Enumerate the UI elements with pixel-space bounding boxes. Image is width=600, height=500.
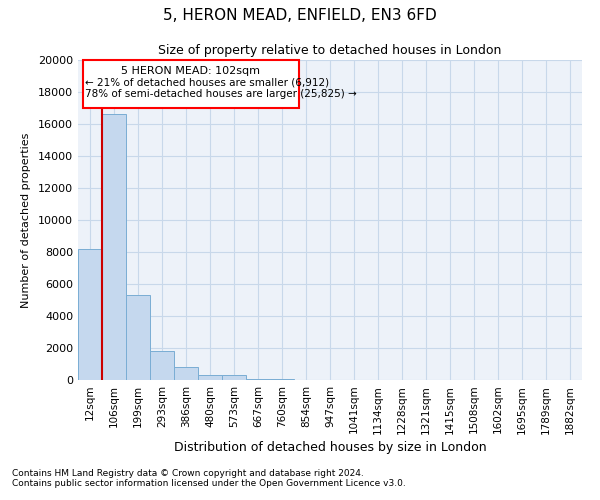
Bar <box>270 379 294 380</box>
Bar <box>174 367 198 380</box>
Bar <box>102 114 126 380</box>
Bar <box>150 351 174 380</box>
Text: Contains HM Land Registry data © Crown copyright and database right 2024.: Contains HM Land Registry data © Crown c… <box>12 468 364 477</box>
FancyBboxPatch shape <box>83 60 299 108</box>
Bar <box>78 249 102 380</box>
Bar <box>198 375 222 380</box>
Bar <box>222 375 246 380</box>
Title: Size of property relative to detached houses in London: Size of property relative to detached ho… <box>158 44 502 58</box>
Text: 78% of semi-detached houses are larger (25,825) →: 78% of semi-detached houses are larger (… <box>85 89 357 99</box>
Text: 5 HERON MEAD: 102sqm: 5 HERON MEAD: 102sqm <box>121 66 260 76</box>
Bar <box>246 379 270 380</box>
Text: Contains public sector information licensed under the Open Government Licence v3: Contains public sector information licen… <box>12 478 406 488</box>
Y-axis label: Number of detached properties: Number of detached properties <box>21 132 31 308</box>
Text: 5, HERON MEAD, ENFIELD, EN3 6FD: 5, HERON MEAD, ENFIELD, EN3 6FD <box>163 8 437 22</box>
Bar <box>126 295 150 380</box>
X-axis label: Distribution of detached houses by size in London: Distribution of detached houses by size … <box>173 440 487 454</box>
Text: ← 21% of detached houses are smaller (6,912): ← 21% of detached houses are smaller (6,… <box>85 78 329 88</box>
